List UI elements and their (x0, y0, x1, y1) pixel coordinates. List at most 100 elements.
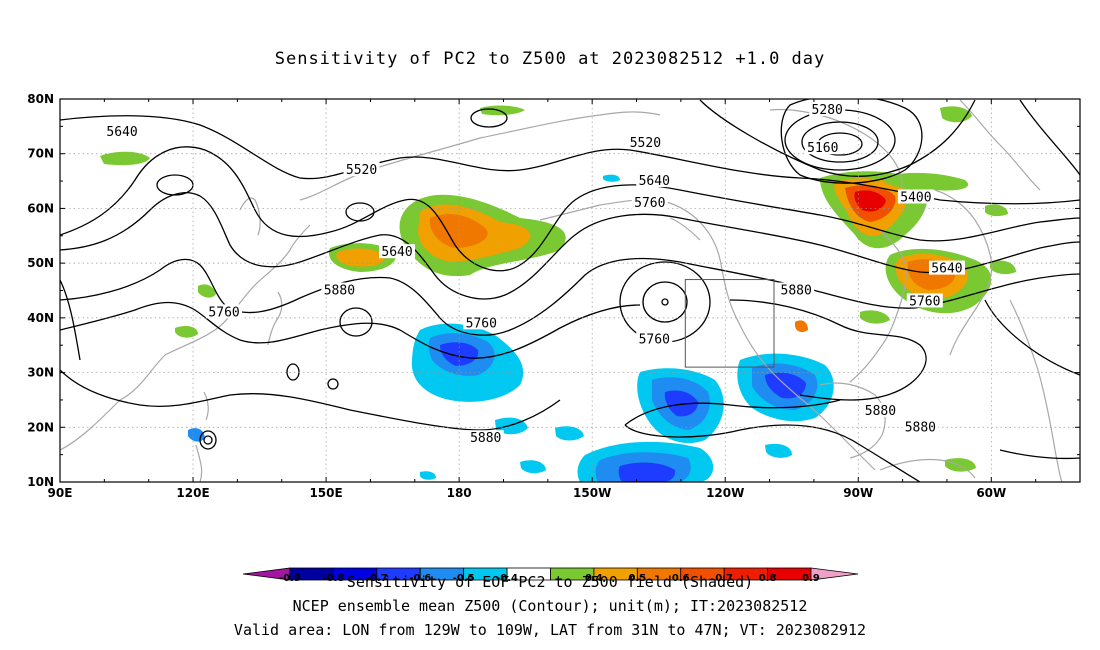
contour-label-bg (463, 315, 500, 330)
contour-closed (156, 174, 194, 196)
contour-label: 5400 (897, 189, 934, 205)
longitude-label: 150E (309, 486, 342, 500)
contour-label-bg (928, 260, 965, 275)
colorbar-tick-label: -0.5 (453, 573, 475, 584)
longitude-label: 180 (447, 486, 472, 500)
contour-closed (199, 430, 217, 450)
caribbean-coastline (879, 458, 976, 479)
longitude-label: 60W (976, 486, 1006, 500)
contour-label: 5280 (809, 101, 846, 118)
contour-label-bg (636, 173, 673, 188)
contour-label-text: 5880 (781, 284, 812, 299)
contour-line (984, 299, 1080, 376)
contour-label: 5160 (804, 140, 841, 156)
contour-label: 5880 (902, 419, 939, 435)
caption-valid-area: Valid area: LON from 129W to 109W, LAT f… (233, 621, 867, 639)
colorbar: -0.9 -0.8 -0.7 -0.6 -0.5 -0.4 0.4 0.5 0.6 0.7 0.8 0… (242, 567, 859, 584)
latitude-label: 40N (27, 311, 54, 325)
valid-area-box (684, 279, 775, 368)
contour-label-text: 5640 (931, 262, 962, 277)
contour-label-text: 5280 (812, 103, 843, 118)
latitude-labels: 80N 70N 60N 50N 40N 30N 20N 10N (27, 92, 54, 489)
contour-label: 5640 (379, 244, 416, 260)
contour-closed (286, 363, 300, 381)
contour-label-bg (104, 123, 141, 138)
hudson-bay-east-coastline (849, 229, 907, 383)
contour-label-bg (467, 430, 504, 445)
colorbar-max-triangle (810, 567, 859, 581)
contour-label-text: 5760 (208, 305, 239, 320)
contour-line (60, 279, 81, 361)
contour-label-bg (343, 162, 380, 177)
axis-ticks (59, 98, 1081, 483)
colorbar-tick-label: -0.4 (496, 573, 518, 584)
contour-label-bg (906, 293, 943, 308)
contour-label-bg (897, 189, 934, 204)
north-america-west-coastline (539, 198, 876, 471)
contour-label-text: 5880 (324, 284, 355, 299)
colorbar-tick-label: -0.6 (409, 573, 431, 584)
contour-label: 5520 (627, 134, 664, 151)
contour-label-text: 5880 (905, 420, 936, 435)
kamchatka-coastline (239, 197, 261, 236)
contour-label-bg (379, 244, 416, 259)
colorbar-tick-label: -0.8 (322, 573, 344, 584)
contour-line (624, 399, 841, 426)
contour-label: 5520 (343, 162, 380, 178)
caption-contour: NCEP ensemble mean Z500 (Contour); unit(… (292, 597, 808, 615)
contour-label-text: 5640 (106, 125, 137, 140)
contour-line (1019, 99, 1080, 176)
longitude-label: 150W (573, 486, 611, 500)
contour-label-text: 5520 (346, 163, 377, 178)
latitude-label: 30N (27, 366, 54, 380)
longitude-labels: 90E 120E 150E 180 150W 120W 90W 60W (48, 486, 1007, 500)
contour-closed-low (661, 298, 669, 306)
contour-line (60, 301, 641, 359)
contour-label-text: 5400 (900, 190, 931, 205)
latitude-label: 20N (27, 420, 54, 434)
contour-label-bg (321, 282, 358, 297)
contour-label-bg (206, 304, 243, 319)
contour-line (60, 257, 1080, 336)
contour-label: 5760 (206, 304, 243, 320)
longitude-label: 120E (176, 486, 209, 500)
contour-label-text: 5640 (381, 245, 412, 260)
negative-sensitivity-areas (188, 174, 834, 482)
longitude-label: 90W (843, 486, 873, 500)
contour-label: 5760 (906, 293, 943, 309)
contour-label-text: 5880 (470, 431, 501, 446)
contour-label-bg (862, 402, 899, 417)
contour-closed-low (780, 99, 923, 184)
colorbar-tick-label: 0.5 (628, 573, 646, 584)
contour-line (729, 299, 927, 401)
contour-label: 5880 (321, 282, 358, 299)
contour-label: 5640 (928, 260, 965, 277)
colorbar-tick-label: 0.6 (672, 573, 690, 584)
contour-label: 5640 (636, 173, 673, 189)
asia-coastline (60, 224, 311, 451)
contour-closed (339, 307, 373, 337)
contour-label: 5760 (631, 194, 668, 211)
latitude-label: 50N (27, 256, 54, 270)
contour-label-text: 5160 (807, 141, 838, 156)
greenland-coastline (959, 99, 1041, 191)
contour-label: 5880 (862, 402, 899, 419)
alaska-panhandle-coastline (669, 217, 701, 241)
latitude-label: 60N (27, 201, 54, 215)
colorbar-tick-label: 0.9 (802, 573, 820, 584)
latitude-label: 10N (27, 475, 54, 489)
contour-line (699, 99, 976, 177)
contour-labels: 5280 5160 5640 5520 5520 5640 5760 5400 5640 5880… (104, 101, 965, 446)
contour-label: 5760 (636, 331, 673, 348)
colorbar-tick-label: 0.8 (759, 573, 777, 584)
contour-closed (345, 202, 375, 222)
colorbar-tick-label: 0.4 (585, 573, 603, 584)
contour-label-text: 5640 (639, 174, 670, 189)
contour-label-bg (804, 140, 841, 155)
colorbar-tick-label: 0.7 (715, 573, 733, 584)
contour-closed-low (801, 121, 879, 163)
contour-label-text: 5520 (630, 136, 661, 151)
contour-line (60, 146, 1080, 272)
contour-label: 5880 (778, 282, 815, 299)
